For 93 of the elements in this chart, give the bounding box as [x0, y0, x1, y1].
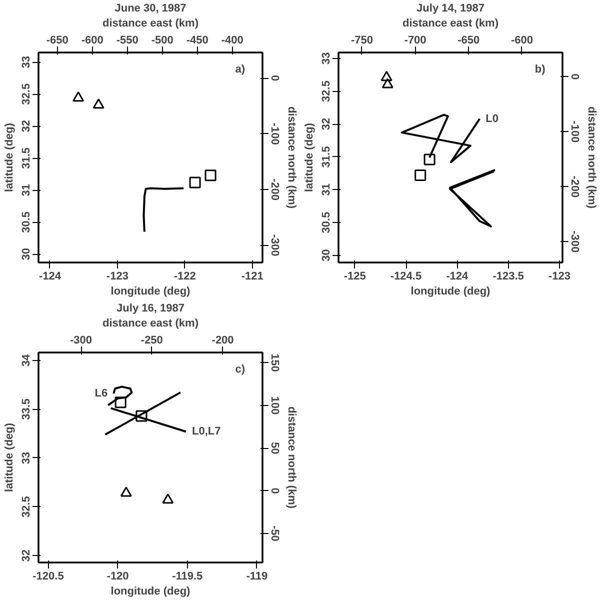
line-series	[142, 187, 185, 233]
y2-tick-label: -100	[568, 120, 580, 143]
y2-tick-label: 50	[268, 442, 280, 454]
x2-tick-label: -500	[151, 34, 174, 46]
y-tick-label: 31.5	[320, 146, 332, 168]
annotation: L6	[94, 388, 108, 400]
x-axis-title: longitude (deg)	[410, 286, 491, 298]
y-tick-label: 30	[320, 249, 332, 262]
x-axis-title: longitude (deg)	[110, 586, 191, 598]
point	[92, 98, 104, 109]
y2-tick-label: 0	[568, 74, 580, 80]
x-tick-label: -122	[174, 270, 196, 282]
x2-tick-label: -450	[186, 34, 208, 46]
x2-axis-title: distance east (km)	[102, 318, 199, 330]
y-tick-label: 32.5	[20, 496, 32, 518]
y-axis-title: latitude (deg)	[4, 422, 16, 492]
y2-tick-label: -300	[268, 234, 280, 256]
x-tick-label: -119.5	[172, 570, 203, 582]
x-tick-label: -120.5	[32, 570, 64, 582]
x2-tick-label: -400	[221, 34, 244, 46]
x-tick-label: -125	[344, 270, 366, 282]
annotation: L0	[486, 112, 498, 125]
x-tick-label: -119	[246, 570, 268, 582]
y-tick-label: 34	[20, 353, 32, 366]
point	[424, 154, 436, 166]
y2-tick-label: -100	[268, 122, 280, 145]
x2-tick-label: -300	[70, 334, 92, 346]
y-tick-label: 32	[20, 120, 32, 132]
point	[136, 410, 148, 422]
y2-tick-label: 0	[268, 75, 280, 82]
x2-tick-label: -200	[212, 334, 234, 346]
x-tick-label: -124	[446, 270, 470, 282]
x2-tick-label: -550	[116, 34, 138, 46]
point	[72, 91, 84, 102]
x2-tick-label: -750	[350, 34, 373, 46]
y-axis-title: latitude (deg)	[4, 122, 16, 192]
chart-title: July 16, 1987	[116, 302, 184, 314]
point	[382, 78, 394, 88]
y2-tick-label: -200	[268, 178, 280, 201]
x2-tick-label: -250	[140, 334, 163, 346]
x2-axis-title: distance east (km)	[402, 18, 499, 30]
y-tick-label: 32.5	[320, 80, 332, 102]
x-axis-title: longitude (deg)	[110, 286, 191, 298]
y-tick-label: 30.5	[320, 212, 332, 234]
y-tick-label: 30.5	[20, 211, 32, 233]
point	[204, 170, 216, 182]
y-tick-label: 31	[20, 184, 32, 196]
y-axis-title: latitude (deg)	[304, 122, 316, 192]
y2-tick-label: 150	[268, 354, 280, 372]
annotation: L0,L7	[192, 426, 221, 438]
chart-title: June 30, 1987	[114, 2, 186, 14]
y2-tick-label: 0	[268, 488, 280, 494]
x-tick-label: -124	[38, 270, 62, 282]
x-tick-label: -123	[548, 270, 570, 282]
y-tick-label: 30	[20, 248, 32, 260]
y2-axis-title: distance north (km)	[586, 106, 598, 209]
y-tick-label: 33	[20, 452, 32, 464]
x-tick-label: -121	[241, 270, 264, 282]
point	[162, 493, 174, 504]
x-tick-label: -120	[106, 570, 129, 582]
y-tick-label: 33.5	[20, 398, 32, 420]
point	[114, 396, 126, 408]
annotation: c)	[235, 363, 246, 376]
point	[380, 70, 392, 82]
y2-tick-label: -300	[568, 230, 580, 253]
point	[414, 169, 426, 181]
y-tick-label: 33	[320, 52, 332, 65]
x2-tick-label: -600	[510, 34, 533, 46]
x-tick-label: -124.5	[390, 270, 422, 282]
x2-tick-label: -650	[46, 34, 68, 46]
annotation: a)	[235, 63, 246, 76]
annotation: b)	[534, 63, 546, 76]
x2-axis-title: distance east (km)	[102, 18, 199, 30]
y2-tick-label: -200	[568, 176, 580, 198]
y2-tick-label: 100	[268, 396, 280, 415]
point	[120, 486, 132, 497]
y-tick-label: 32.5	[20, 83, 32, 105]
y-tick-label: 32	[20, 550, 32, 562]
chart-title: July 14, 1987	[416, 2, 484, 14]
x2-tick-label: -700	[404, 34, 426, 46]
y2-axis-title: distance north (km)	[286, 106, 298, 209]
y-tick-label: 31	[320, 184, 332, 196]
y-tick-label: 31.5	[20, 147, 32, 169]
x-tick-label: -123	[106, 270, 128, 282]
x-tick-label: -123.5	[492, 270, 524, 282]
line-series	[448, 168, 496, 228]
y2-axis-title: distance north (km)	[286, 406, 298, 509]
y2-tick-label: -50	[268, 526, 280, 542]
x2-tick-label: -650	[458, 34, 480, 46]
point	[189, 176, 201, 188]
y-tick-label: 33	[20, 56, 32, 68]
x2-tick-label: -600	[81, 34, 104, 46]
y-tick-label: 32	[320, 118, 332, 130]
